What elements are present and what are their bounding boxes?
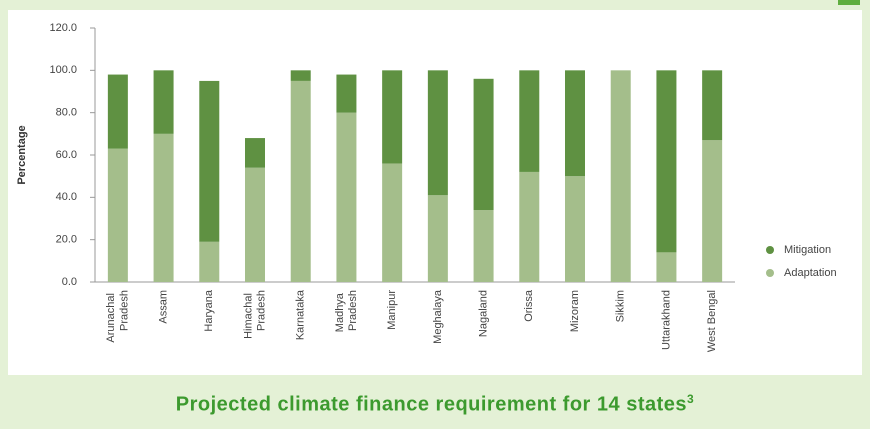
x-tick-label: Assam [157, 290, 169, 324]
y-tick-label: 120.0 [49, 22, 77, 34]
bar-segment [519, 171, 540, 282]
y-tick-label: 40.0 [56, 191, 77, 203]
y-tick-label: 20.0 [56, 234, 77, 246]
bar-segment [565, 70, 585, 177]
bar-segment [107, 74, 128, 149]
bar-segment [245, 138, 265, 168]
x-tick-label: Manipur [386, 290, 398, 330]
bar-segment [702, 140, 723, 282]
x-tick-label: Madhya Pradesh [334, 290, 359, 332]
x-tick-label: Himachal Pradesh [242, 290, 267, 339]
x-tick-label: West Bengal [706, 290, 718, 352]
bar-segment [290, 70, 311, 81]
x-tick-label: Sikkim [615, 290, 627, 322]
bar-segment [199, 241, 220, 282]
bar-segment [427, 195, 448, 282]
bar-segment [565, 176, 585, 282]
bar-segment [382, 163, 403, 282]
bar-segment [199, 80, 220, 242]
caption: Projected climate finance requirement fo… [0, 392, 870, 417]
bar-segment [153, 133, 174, 282]
bar-segment [382, 70, 403, 164]
bar-segment [656, 252, 677, 282]
bar-segment [473, 78, 494, 211]
bar-segment [336, 74, 357, 113]
x-tick-label: Haryana [203, 289, 215, 331]
x-tick-label: Mizoram [569, 290, 581, 332]
y-tick-label: 100.0 [49, 64, 77, 76]
footnote-marker: 3 [687, 392, 695, 406]
bar-segment [153, 70, 174, 134]
x-tick-label: Orissa [523, 289, 535, 322]
bar-segment [290, 80, 311, 283]
y-tick-label: 60.0 [56, 149, 77, 161]
x-tick-label: Meghalaya [432, 289, 444, 344]
bar-segment [702, 70, 723, 141]
x-tick-label: Karnataka [295, 289, 307, 340]
y-tick-label: 80.0 [56, 107, 77, 119]
x-tick-label: Uttarakhand [660, 290, 672, 350]
y-tick-label: 0.0 [62, 276, 77, 288]
legend-label: Mitigation [784, 244, 831, 256]
legend-marker [766, 246, 774, 254]
bar-segment [656, 70, 677, 253]
bar-segment [107, 148, 128, 282]
bar-segment [610, 70, 631, 282]
x-tick-label: Arunachal Pradesh [105, 290, 130, 343]
legend-marker [766, 269, 774, 277]
bar-segment [519, 70, 540, 172]
bar-segment [245, 167, 265, 282]
legend-label: Adaptation [784, 267, 837, 279]
caption-text: Projected climate finance requirement fo… [175, 393, 688, 416]
corner-mark [838, 0, 860, 5]
bar-segment [473, 210, 494, 282]
bar-segment [336, 112, 357, 283]
x-tick-label: Nagaland [477, 290, 489, 337]
y-axis-label: Percentage [16, 125, 28, 184]
bar-segment [427, 70, 448, 196]
